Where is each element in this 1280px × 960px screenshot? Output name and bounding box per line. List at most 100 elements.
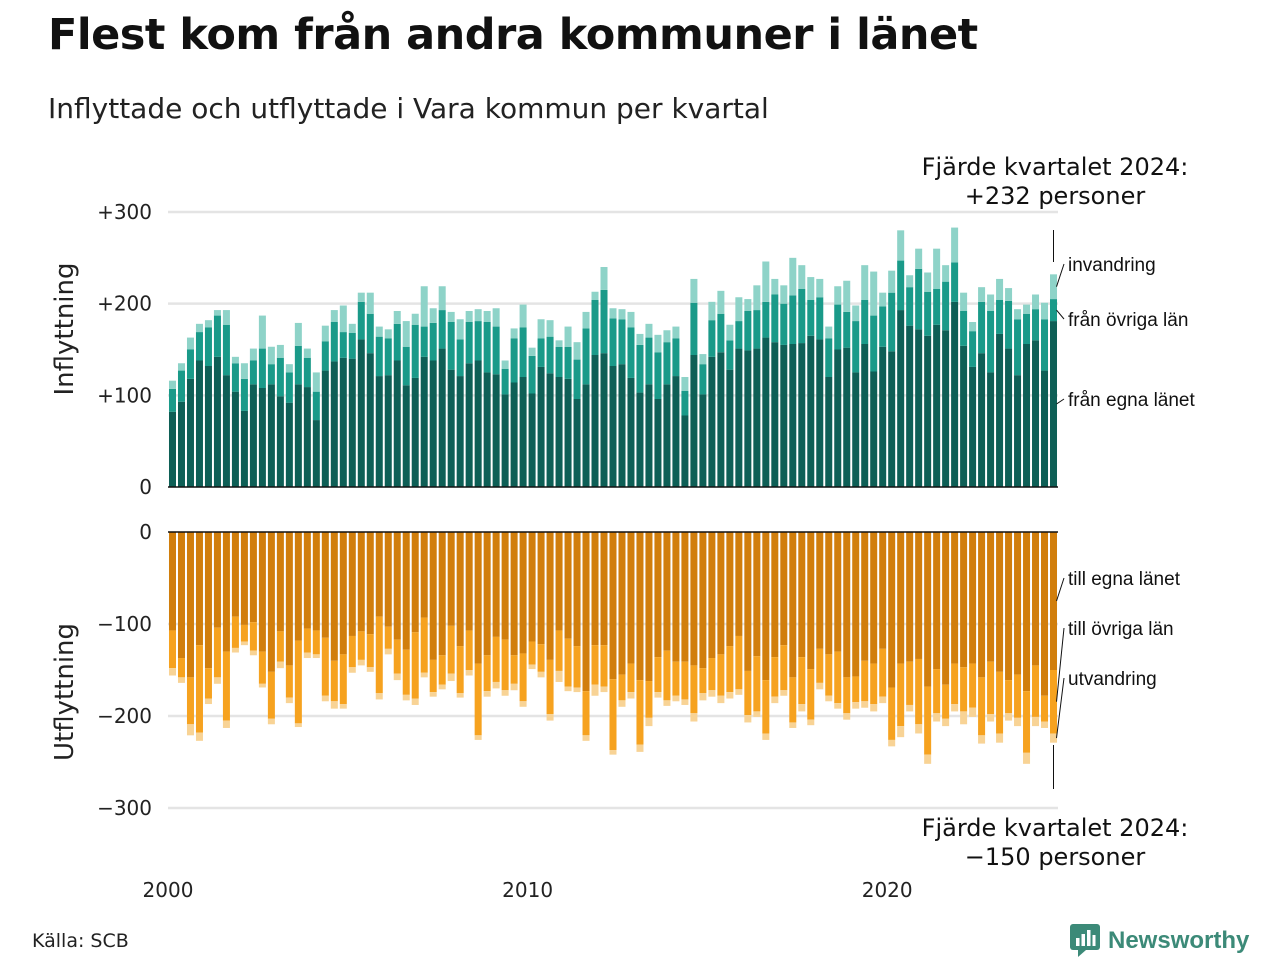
- bar-in-0: [240, 410, 248, 487]
- bar-out-2: [555, 670, 563, 682]
- bar-in-0: [879, 346, 887, 487]
- bar-in-2: [1050, 274, 1058, 300]
- bar-out-2: [249, 650, 257, 656]
- bar-out-2: [996, 733, 1004, 743]
- bar-out-2: [870, 704, 878, 712]
- bar-in-0: [546, 373, 554, 487]
- bar-in-2: [861, 265, 869, 300]
- bar-out-0: [249, 532, 257, 623]
- bar-out-2: [753, 711, 761, 717]
- bar-in-1: [753, 310, 761, 349]
- bar-out-2: [915, 724, 923, 734]
- bar-out-0: [582, 532, 590, 692]
- bar-in-1: [861, 300, 869, 344]
- bar-out-2: [528, 664, 536, 670]
- bar-in-0: [465, 363, 473, 487]
- bar-out-1: [1050, 670, 1058, 734]
- bar-out-2: [294, 723, 302, 728]
- bar-in-0: [1050, 321, 1058, 487]
- x-tick-label: 2000: [143, 878, 194, 902]
- bar-out-0: [798, 532, 806, 658]
- bar-in-1: [276, 357, 284, 397]
- bar-out-1: [645, 681, 653, 718]
- bar-out-2: [276, 661, 284, 669]
- bar-in-2: [348, 323, 356, 333]
- bar-out-1: [573, 646, 581, 688]
- bar-in-0: [960, 345, 968, 487]
- bar-out-2: [483, 691, 491, 697]
- bar-in-1: [852, 321, 860, 373]
- bar-in-0: [348, 358, 356, 487]
- bar-out-0: [654, 532, 662, 658]
- bar-in-2: [384, 329, 392, 339]
- bar-in-1: [438, 310, 446, 349]
- bar-out-0: [573, 532, 581, 647]
- bar-out-0: [429, 532, 437, 660]
- bar-in-1: [627, 327, 635, 378]
- bar-out-1: [276, 631, 284, 662]
- bar-out-0: [321, 532, 329, 638]
- bar-out-0: [213, 532, 221, 628]
- bar-in-1: [348, 333, 356, 359]
- bar-in-0: [807, 335, 815, 487]
- bar-in-2: [627, 311, 635, 328]
- bar-in-2: [240, 363, 248, 379]
- bar-in-1: [924, 291, 932, 336]
- bar-out-0: [240, 532, 248, 625]
- bar-out-1: [492, 636, 500, 682]
- bar-in-1: [987, 311, 995, 373]
- bar-out-2: [438, 684, 446, 690]
- bar-in-1: [906, 287, 914, 326]
- bar-out-0: [951, 532, 959, 664]
- bar-in-2: [456, 319, 464, 340]
- bar-in-2: [258, 315, 266, 349]
- bar-out-2: [627, 692, 635, 699]
- bar-out-1: [915, 658, 923, 725]
- bar-in-2: [663, 330, 671, 343]
- bar-out-2: [366, 667, 374, 672]
- bar-out-2: [951, 704, 959, 712]
- bar-out-0: [897, 532, 905, 664]
- bar-in-0: [843, 347, 851, 487]
- bar-in-0: [933, 324, 941, 487]
- bar-out-0: [384, 532, 392, 627]
- bar-out-1: [654, 657, 662, 693]
- bar-in-0: [303, 387, 311, 487]
- bar-in-2: [825, 326, 833, 339]
- bar-in-2: [798, 265, 806, 289]
- bar-out-2: [348, 667, 356, 673]
- bar-out-0: [501, 532, 509, 640]
- series-label-in-1: från övriga län: [1068, 310, 1188, 331]
- bar-out-0: [1032, 532, 1040, 666]
- bar-out-2: [600, 686, 608, 693]
- bar-in-2: [1032, 294, 1040, 310]
- bar-in-1: [1032, 309, 1040, 341]
- bar-out-1: [357, 631, 365, 660]
- bar-out-2: [393, 673, 401, 681]
- bar-in-0: [195, 360, 203, 487]
- bar-in-1: [285, 372, 293, 403]
- bar-in-2: [492, 308, 500, 327]
- bar-out-1: [591, 645, 599, 685]
- bar-out-0: [933, 532, 941, 670]
- bar-in-0: [258, 388, 266, 487]
- bar-in-0: [717, 352, 725, 487]
- bar-in-1: [258, 348, 266, 388]
- bar-in-2: [1041, 302, 1049, 320]
- bar-in-2: [987, 294, 995, 311]
- bar-out-2: [933, 713, 941, 722]
- bar-out-1: [951, 663, 959, 705]
- bar-in-1: [825, 338, 833, 377]
- bar-out-2: [573, 687, 581, 693]
- bar-in-0: [762, 337, 770, 487]
- bar-out-0: [780, 532, 788, 646]
- series-label-out-1: till övriga län: [1068, 619, 1174, 640]
- bar-out-2: [1005, 713, 1013, 721]
- bar-out-2: [168, 668, 176, 676]
- x-tick-label: 2020: [862, 878, 913, 902]
- bar-in-1: [447, 322, 455, 370]
- bar-out-1: [474, 663, 482, 736]
- bar-out-2: [942, 718, 950, 727]
- bar-out-0: [843, 532, 851, 678]
- bar-in-1: [483, 322, 491, 373]
